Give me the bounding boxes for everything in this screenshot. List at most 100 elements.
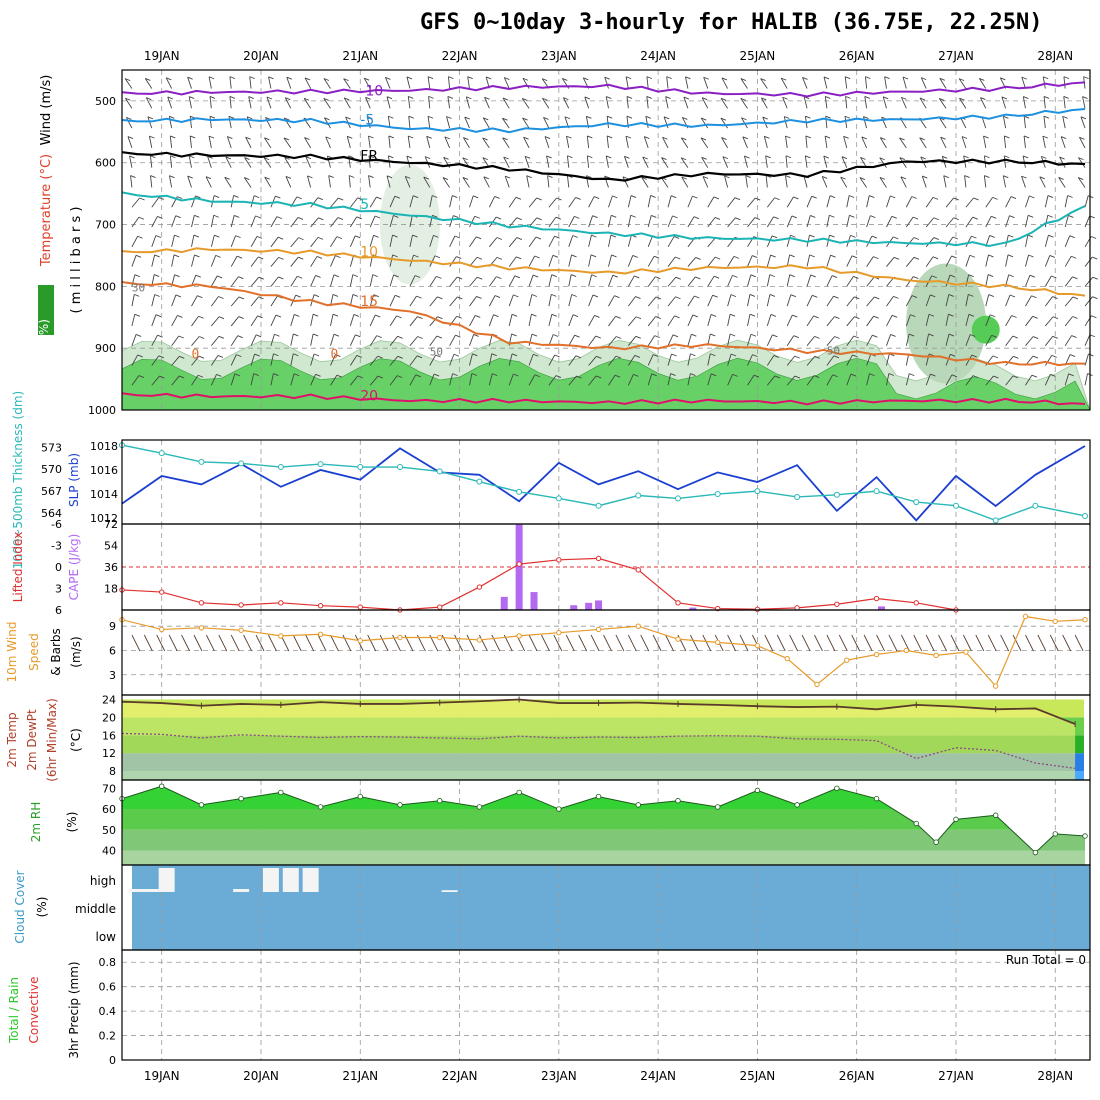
thickness-point — [396, 464, 403, 471]
wind-barb-flag — [1083, 76, 1089, 80]
wind-barb-flag — [711, 373, 717, 377]
wind-barb-flag — [745, 175, 751, 178]
wind-barb — [886, 334, 892, 346]
wind-barb — [207, 156, 212, 168]
wind-barb — [846, 373, 852, 386]
temp-tick: 20 — [102, 711, 116, 724]
wind-barb-flag — [595, 375, 602, 379]
wind-barb-flag — [437, 296, 443, 300]
isotherm-t_5 — [121, 191, 1086, 247]
wind-barb-flag — [245, 136, 251, 140]
wind-barb — [959, 97, 967, 109]
wind-barb — [528, 354, 534, 366]
wind-barb-flag — [1007, 254, 1014, 258]
wind-barb — [747, 197, 756, 208]
wind-barb-flag — [277, 236, 284, 240]
rh-axis-label: RH (%) — [37, 319, 51, 361]
wind-barb — [568, 197, 577, 208]
wind-barb-flag — [592, 294, 599, 298]
wind-barb-flag — [494, 196, 500, 199]
wind-barb — [1002, 175, 1007, 188]
wind-barb-flag — [910, 314, 916, 318]
surface-wind-barb — [367, 634, 377, 652]
wind-barb — [542, 97, 550, 109]
wind-barb-flag — [825, 115, 831, 119]
surface-wind-barb — [541, 634, 550, 652]
wind-barb-flag — [831, 275, 838, 278]
wind-barb-flag — [948, 333, 955, 337]
wind-barb-flag — [455, 334, 461, 338]
wind-barb-flag — [511, 353, 518, 357]
wind-barb-flag — [366, 116, 373, 119]
wind-barb — [707, 314, 712, 327]
wind-barb — [263, 157, 272, 168]
wind-barb — [562, 97, 570, 109]
thickness-point — [357, 464, 364, 471]
wind-barb-flag — [293, 333, 299, 337]
lifted-index-point — [913, 600, 919, 606]
wind-barb-flag — [473, 195, 479, 199]
wind-speed-point — [317, 631, 324, 637]
wind-barb-flag — [531, 333, 538, 337]
wind-barb — [349, 314, 355, 327]
wind-barb — [346, 136, 351, 149]
wind-barb-flag — [681, 176, 687, 180]
wind-barb-flag — [448, 76, 454, 80]
wind-barb — [149, 155, 153, 168]
wind-barb — [528, 255, 536, 267]
wind-barb — [386, 175, 391, 188]
wind-barb — [588, 215, 594, 228]
wind-barb — [965, 334, 971, 346]
wind-barb — [806, 196, 813, 208]
wind-barb-flag — [695, 256, 701, 260]
wind-barb-flag — [844, 76, 851, 80]
wind-barb — [681, 176, 689, 188]
precip-tick: 0.8 — [99, 956, 117, 969]
wind-barb-flag — [376, 196, 382, 200]
wind-barb — [707, 217, 716, 228]
wind-barb-flag — [1090, 236, 1097, 239]
wind-barb-flag — [651, 215, 657, 218]
wind-barb — [805, 135, 808, 148]
wind-barb-flag — [813, 315, 819, 319]
wind-barb — [1025, 234, 1029, 247]
wind-barb-flag — [979, 77, 985, 81]
surface-wind-barb — [553, 634, 563, 652]
wind-barb-flag — [913, 237, 920, 240]
isotherm-fr — [121, 151, 1086, 182]
wind-barb-flag — [555, 216, 562, 220]
wind-barb-flag — [513, 294, 519, 298]
wind-barb — [938, 98, 947, 109]
rh-point — [913, 820, 919, 827]
wind-barb-flag — [352, 274, 358, 278]
wind-barb-flag — [829, 214, 835, 218]
wind-barb-flag — [583, 77, 589, 81]
wind-barb — [584, 96, 590, 109]
wind-barb — [548, 375, 557, 386]
wind-barb — [171, 294, 177, 307]
wind-barb-flag — [616, 336, 622, 339]
wind-barb-flag — [575, 197, 581, 200]
wind-barb — [264, 176, 272, 188]
wind-barb — [330, 274, 335, 287]
wind-barb-flag — [812, 294, 818, 298]
wind-barb-flag — [912, 216, 919, 220]
wind-speed-point — [357, 638, 363, 644]
wind-barb-flag — [785, 135, 791, 139]
wind-barb — [147, 116, 153, 129]
wind-speed-point — [437, 634, 443, 641]
wind-barb — [482, 137, 490, 149]
wind-barb-flag — [951, 255, 957, 259]
wind-barb-flag — [154, 274, 160, 278]
wind-barb — [548, 197, 557, 208]
wind-barb — [765, 155, 768, 168]
wind-barb-flag — [502, 97, 509, 101]
wind-barb — [707, 196, 715, 208]
wind-barb-flag — [680, 157, 687, 161]
wind-barb — [866, 373, 870, 386]
wind-barb — [1042, 76, 1046, 89]
wind-barb-flag — [452, 373, 458, 377]
wind-barb-flag — [208, 76, 215, 80]
lifted-index-point — [357, 604, 363, 610]
wind-barb-flag — [635, 296, 641, 299]
